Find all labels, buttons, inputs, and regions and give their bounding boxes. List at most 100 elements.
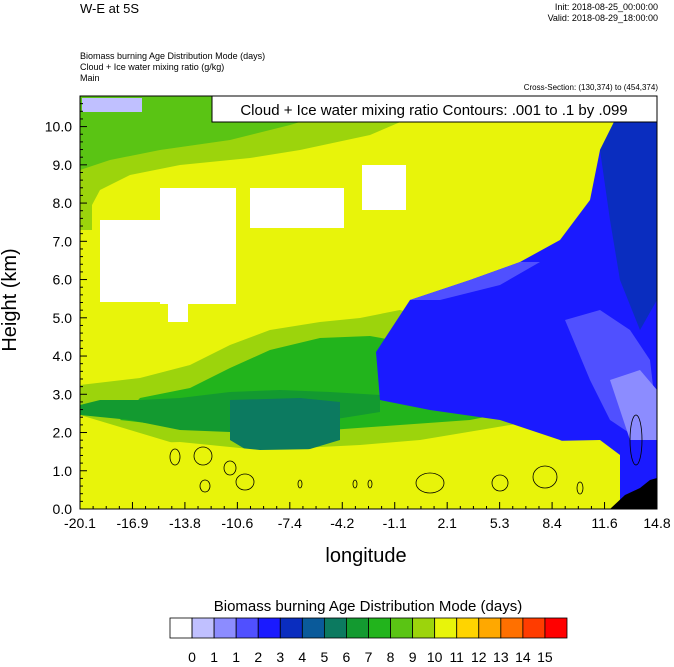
contour-4 [235,473,255,491]
colorbar-swatch [346,617,369,639]
x-tick-label: 14.8 [643,515,670,531]
chart-title: Cloud + Ice water mixing ratio Contours:… [240,102,627,119]
colorbar-label: 7 [365,649,373,665]
field-white-block-3 [250,188,344,228]
colorbar-label: 6 [343,649,351,665]
colorbar-swatch [544,617,568,639]
x-tick-label: -20.1 [64,515,96,531]
valid-time: Valid: 2018-08-29_18:00:00 [547,13,658,23]
colorbar-label: 10 [427,649,443,665]
colorbar-swatch [279,617,303,639]
x-axis-label: longitude [325,545,406,567]
cloud-contours [169,414,643,495]
field-surface-yellow [80,440,620,509]
colorbar-swatch [301,617,325,639]
contour-info-box [211,95,658,123]
colorbar-label: 14 [515,649,531,665]
x-axis: -20.1 -16.9 -13.8 -10.6 -7.4 -4.2 -1.1 2.1 5.3 8.… [64,502,671,531]
colorbar-swatch [390,617,414,639]
contour-6 [415,472,445,494]
x-tick-label: -13.8 [169,515,201,531]
y-tick-label: 5.0 [53,310,73,326]
contour-10 [629,414,643,466]
contour-11 [297,479,303,489]
x-tick-label: 8.4 [542,515,562,531]
y-tick-label: 7.0 [53,233,73,249]
colorbar-label: 13 [493,649,509,665]
y-tick-label: 3.0 [53,386,73,402]
y-tick-label: 6.0 [53,272,73,288]
colorbar-label: 11 [449,649,464,665]
contour-7 [491,474,509,492]
colorbar-swatch [478,617,502,639]
colorbar-label: 3 [276,649,284,665]
x-tick-label: 11.6 [591,515,617,531]
field-top-lavender [82,98,142,112]
colorbar-swatch [169,617,193,639]
colorbar-title: Biomass burning Age Distribution Mode (d… [214,598,522,615]
y-tick-label: 0.0 [53,501,73,517]
colorbar-label: 12 [471,649,487,665]
y-tick-label: 10.0 [45,119,72,135]
x-tick-label: -10.6 [221,515,253,531]
colorbar-label: 4 [298,649,306,665]
contour-8 [532,465,558,489]
colorbar-label: 15 [537,649,553,665]
heatmap-field [80,96,657,509]
colorbar-swatch [456,617,480,639]
field-lavender-east [610,370,657,440]
field-terrain [610,478,657,509]
colorbar-swatch [368,617,391,639]
colorbar-label: 5 [320,649,328,665]
colorbar-swatch [434,617,458,639]
y-tick-label: 2.0 [53,425,73,441]
colorbar-swatch [235,617,259,639]
colorbar-label: 0 [188,649,196,665]
y-tick-label: 4.0 [53,348,73,364]
colorbar-swatch [323,617,347,639]
contour-12 [352,479,358,489]
colorbar-label: 1 [232,649,240,665]
field-line-2: Cloud + Ice water mixing ratio (g/kg) [80,62,225,72]
field-white-block-2b [168,300,188,322]
contour-2 [193,446,213,466]
y-tick-label: 1.0 [53,463,73,479]
field-line-1: Biomass burning Age Distribution Mode (d… [80,51,266,61]
colorbar-swatch [412,617,436,639]
field-blue-edge [410,262,540,300]
plot-title: W-E at 5S [80,1,140,16]
x-tick-label: 2.1 [437,515,457,531]
colorbar-label: 9 [409,649,417,665]
colorbar-swatch [191,617,215,639]
colorbar-label: 1 [210,649,218,665]
colorbar-swatch [213,617,237,639]
contour-1 [169,448,181,466]
init-time: Init: 2018-08-25_00:00:00 [554,2,658,12]
field-white-block-4 [362,165,406,210]
cross-section-label: Cross-Section: (130,374) to (454,374) [523,83,658,92]
contour-3 [223,460,237,476]
y-axis: 0.0 1.0 2.0 3.0 4.0 5.0 6.0 7.0 8.0 9.0 10.0 [45,95,87,517]
colorbar-swatch [522,617,546,639]
y-axis-label: Height (km) [0,248,21,351]
contour-13 [367,479,373,489]
contour-9 [576,481,584,495]
colorbar-label: 8 [387,649,395,665]
colorbar-label: 2 [254,649,262,665]
colorbar-swatch [257,617,281,639]
x-tick-label: -1.1 [383,515,407,531]
x-tick-label: -7.4 [278,515,302,531]
field-dark-blue [600,100,657,330]
field-blue-plume [376,100,657,509]
field-white-block-1 [100,220,160,302]
y-tick-label: 9.0 [53,157,73,173]
x-tick-label: -4.2 [330,515,354,531]
contour-5 [199,479,211,493]
field-line-3: Main [80,73,100,83]
colorbar-swatch [500,617,524,639]
field-white-block-2 [160,188,236,304]
colorbar: 0 1 1 2 3 4 5 6 7 8 9 10 11 12 13 14 15 [169,617,568,665]
x-tick-label: 5.3 [490,515,510,531]
x-tick-label: -16.9 [116,515,148,531]
